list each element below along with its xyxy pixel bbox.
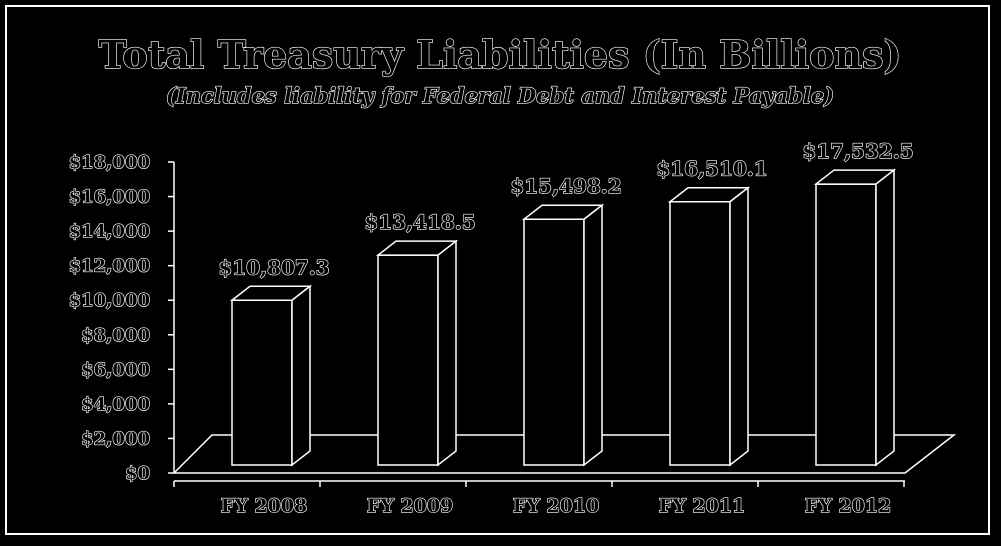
bar-front-face [377, 254, 439, 466]
y-tick-label: $14,000 [69, 221, 150, 242]
chart-title: Total Treasury Liabilities (In Billions) [98, 32, 901, 77]
y-tick-label: $0 [125, 463, 150, 484]
chart-subtitle: (Includes liability for Federal Debt and… [166, 83, 834, 108]
bar-side-face [437, 239, 457, 467]
x-tick-label: FY 2008 [221, 495, 308, 517]
bar-value-label: $15,498.2 [510, 174, 621, 198]
chart-frame [5, 5, 990, 535]
bar-side-face [875, 168, 895, 467]
bar: $15,498.2 [510, 174, 622, 467]
x-axis: FY 2008 FY 2009 FY 2010 FY 2011 FY 2012 [173, 480, 905, 518]
bar: $10,807.3 [218, 255, 330, 467]
bar-front-face [669, 200, 731, 466]
x-tick-label: FY 2012 [805, 495, 892, 517]
bar-value-label: $10,807.3 [218, 255, 329, 279]
y-tick-label: $4,000 [81, 394, 150, 415]
bars: $10,807.3 $13,418.5 $15,498.2 $16,510.1 $17,… [218, 138, 914, 467]
y-tick-label: $18,000 [69, 152, 150, 173]
y-axis: $0 $2,000 $4,000 $6,000 $8,000 $10,000 $12,000… [68, 151, 175, 485]
bar-front-face [815, 183, 877, 466]
x-tick-label: FY 2009 [367, 495, 454, 517]
bar-front-face [523, 218, 585, 466]
bar-side-face [729, 186, 749, 467]
x-tick-label: FY 2010 [513, 495, 600, 517]
y-tick-label: $2,000 [81, 428, 150, 449]
y-tick-label: $16,000 [69, 187, 150, 208]
y-tick-label: $10,000 [69, 290, 150, 311]
bar-value-label: $16,510.1 [656, 157, 767, 181]
x-tick-label: FY 2011 [659, 495, 746, 517]
y-tick-label: $12,000 [69, 256, 150, 277]
y-tick-label: $8,000 [81, 325, 150, 346]
bar: $13,418.5 [364, 210, 476, 467]
bar-side-face [583, 203, 603, 467]
bar-value-label: $17,532.5 [802, 139, 913, 163]
bar-front-face [231, 299, 293, 466]
chart-floor [172, 434, 957, 474]
floor-plane [172, 434, 957, 474]
bar-side-face [291, 284, 311, 467]
y-tick-label: $6,000 [81, 359, 150, 380]
bar: $17,532.5 [802, 138, 914, 467]
bar-value-label: $13,418.5 [364, 210, 475, 234]
bar: $16,510.1 [656, 156, 768, 467]
